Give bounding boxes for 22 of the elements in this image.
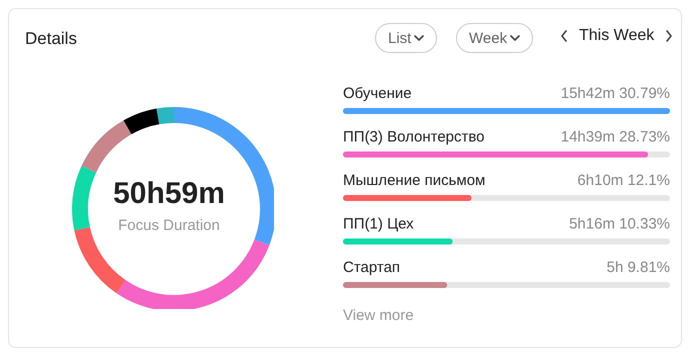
y-tick-label: ПП(3) Волонтерство — [343, 128, 485, 146]
chart-title: Details — [25, 29, 77, 49]
data-label: 14h39m 28.73% — [560, 128, 670, 146]
donut-slice — [72, 166, 96, 230]
text: Week — [469, 30, 508, 46]
text: View more — [343, 306, 415, 324]
bar — [343, 282, 448, 288]
text: This Week — [579, 27, 654, 45]
data-label: 5h16m 10.33% — [569, 216, 670, 232]
data-label: 15h42m 30.79% — [560, 85, 670, 102]
text: 50h59m — [112, 177, 226, 211]
donut-slice — [124, 108, 160, 134]
donut-slice — [82, 120, 132, 173]
y-tick-label: ПП(1) Цех — [343, 216, 414, 232]
text: List — [388, 30, 412, 46]
text: Focus Duration — [117, 217, 221, 234]
data-label: 6h10m 12.1% — [577, 172, 670, 189]
data-label: 5h 9.81% — [606, 259, 670, 276]
y-tick-label: Обучение — [343, 85, 412, 102]
donut-slice — [156, 107, 174, 124]
y-tick-label: Стартап — [343, 259, 400, 276]
y-tick-label: Мышление письмом — [343, 172, 486, 189]
